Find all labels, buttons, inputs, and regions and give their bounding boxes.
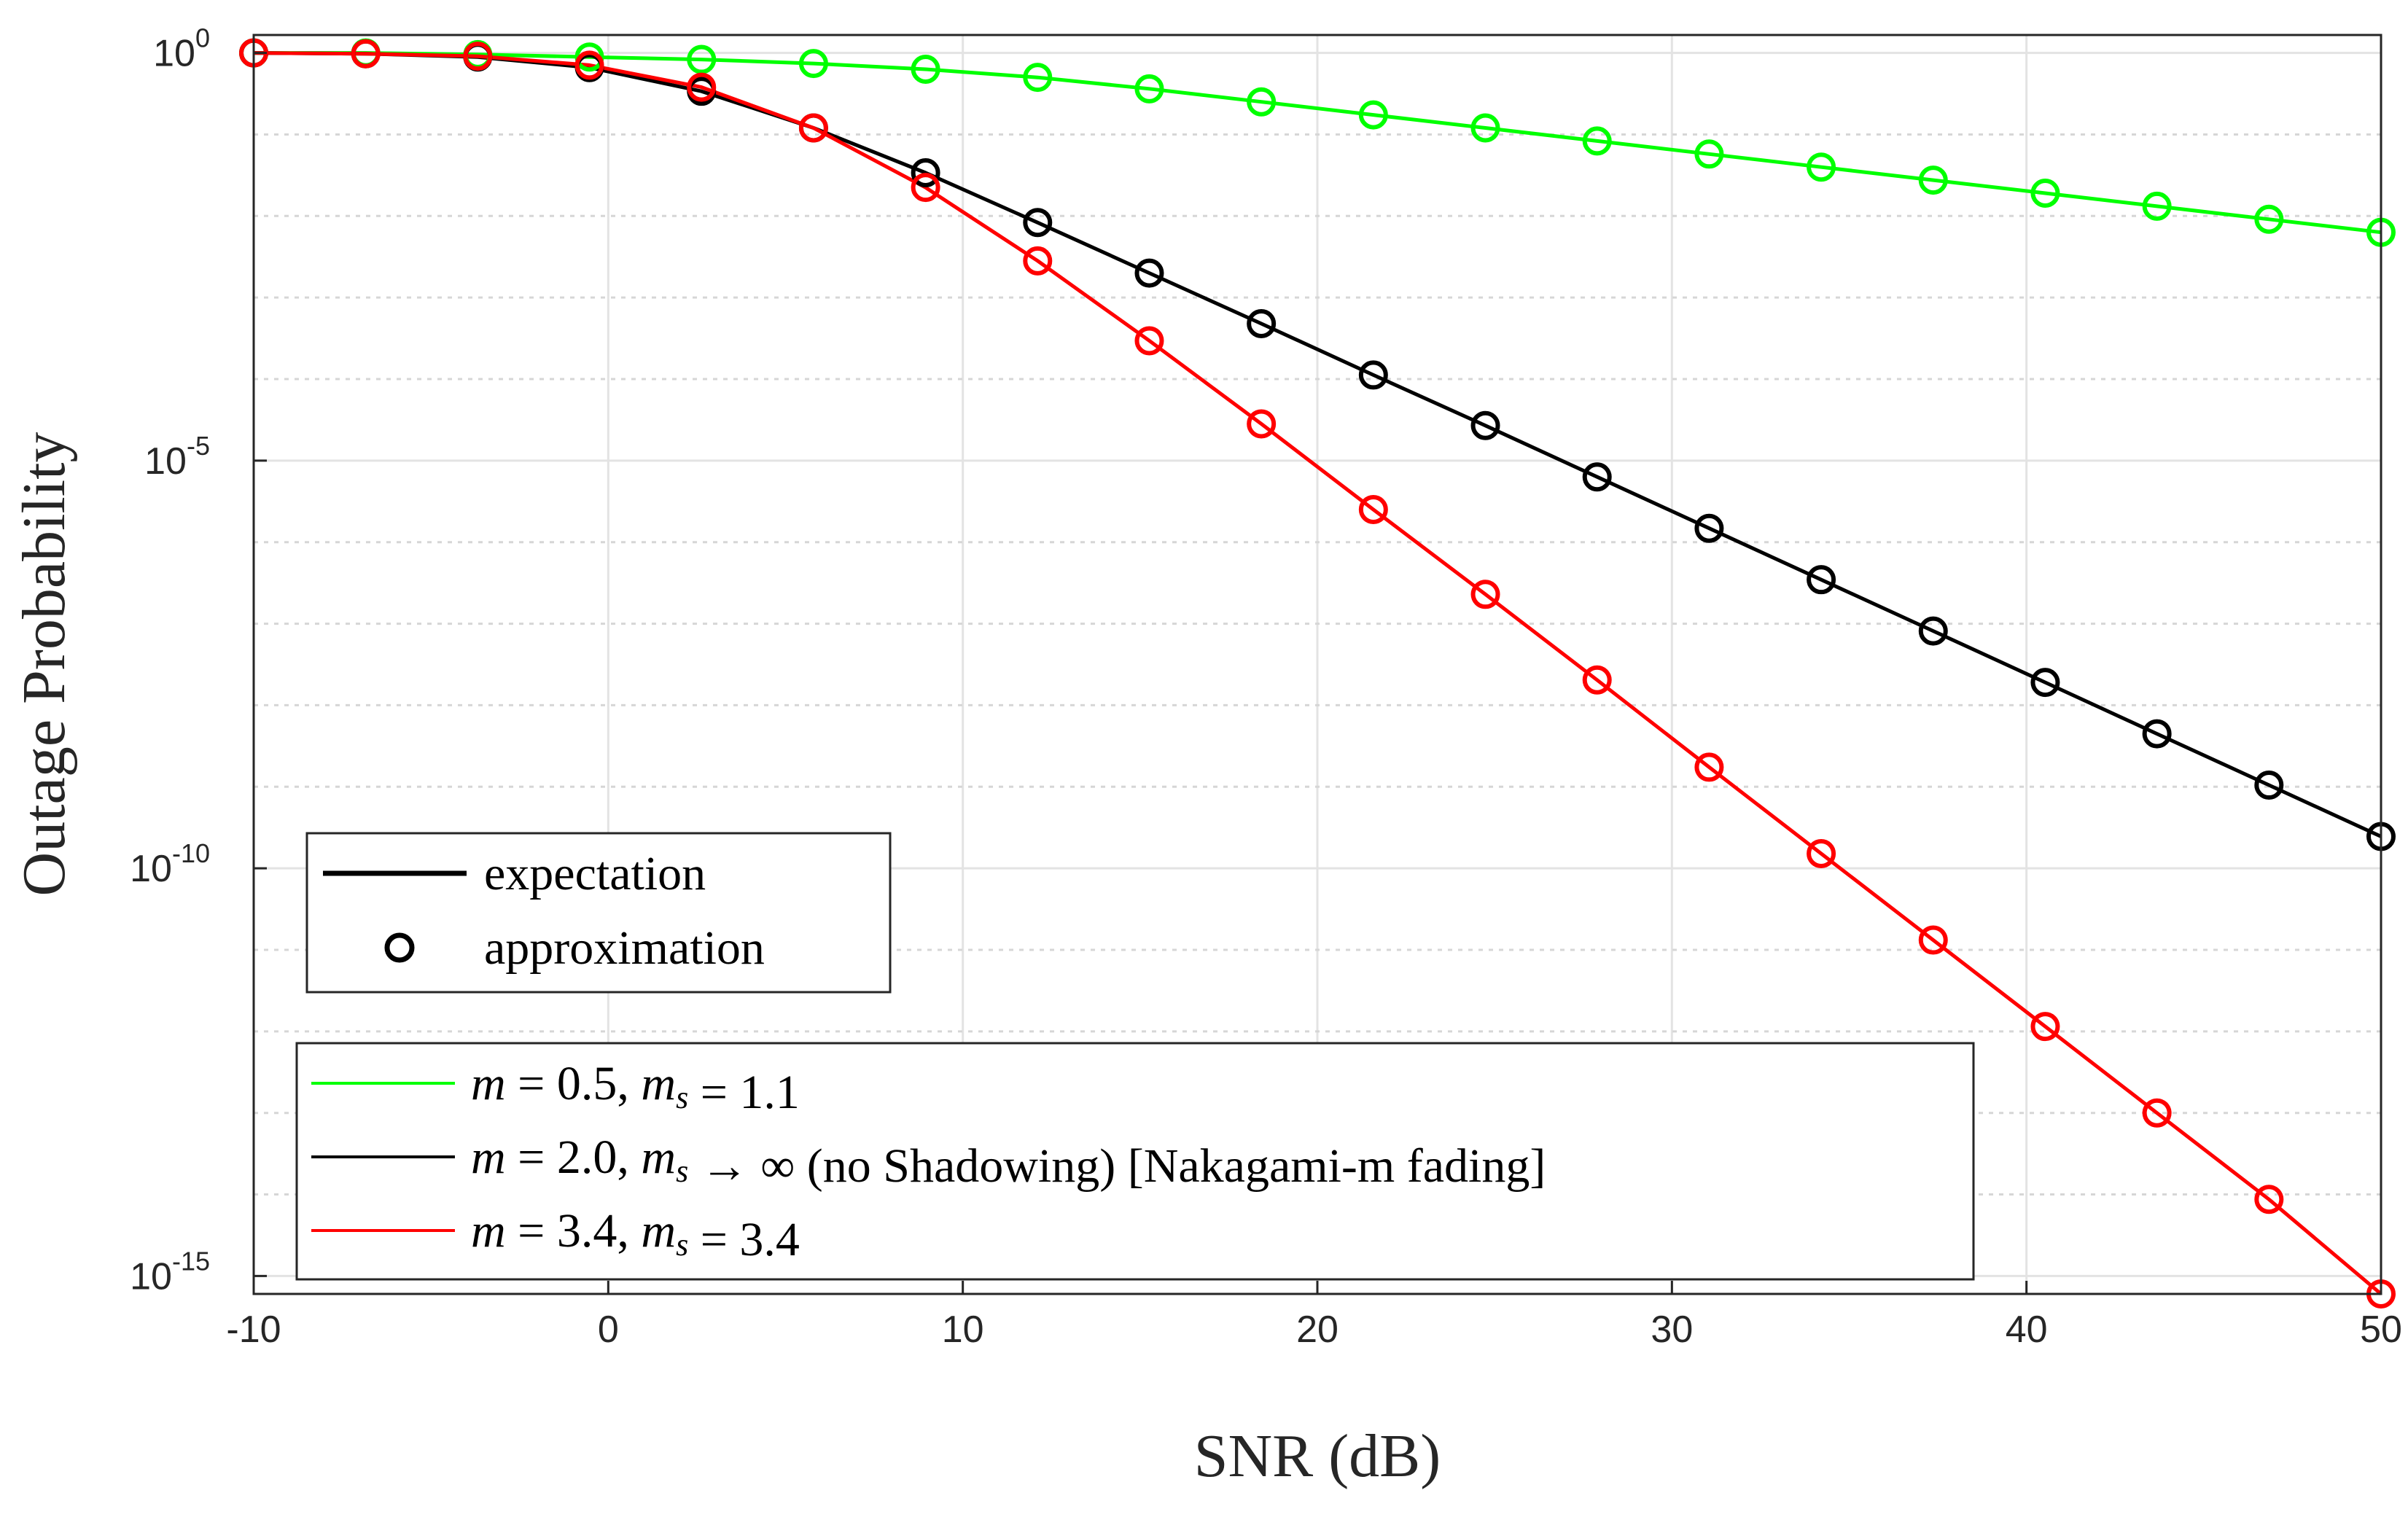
style-legend-box [305,832,892,994]
series-2-marker [1807,565,1836,595]
series-lines [253,51,2382,1295]
series-legend-box [295,1042,1975,1281]
series-3-marker [687,72,717,102]
series-2-marker [1470,410,1500,440]
series-1-marker [1134,74,1164,104]
series-line-1 [254,51,2382,235]
series-2-marker [911,158,940,188]
x-tick-label: 30 [1651,1309,1693,1351]
series-3-marker [2030,1012,2060,1042]
series-2-marker [2142,719,2172,749]
x-tick-label: 0 [598,1309,619,1351]
legend-label-expectation: expectation [484,847,706,900]
x-tick-label: 10 [942,1309,984,1351]
series-3-marker [2254,1185,2284,1214]
x-axis-title: SNR (dB) [1194,1422,1441,1490]
series-3-marker [351,39,381,69]
series-line-3 [253,51,2382,1295]
y-tick-label: 10-5 [144,431,210,483]
series-2-marker [1247,308,1277,338]
series-line-2 [253,51,2382,838]
series-3-marker [463,42,493,71]
series-3-marker [1582,665,1612,695]
legend-marker-swatch [384,932,415,963]
series-1-marker [1470,113,1500,143]
series-3-marker [798,113,828,143]
series-1-marker [1023,63,1053,93]
series-1-marker [2254,204,2284,234]
y-axis-title: Outage Probability [10,432,78,897]
series-legend: m = 0.5, ms = 1.1 m = 2.0, ms → ∞ (no Sha… [295,1042,1975,1281]
series-3-marker [574,50,604,80]
series-2-marker [1582,462,1612,492]
series-2-marker [2254,771,2284,800]
series-3-marker [2142,1098,2172,1128]
series-1-marker [687,44,717,74]
series-3-marker [1134,326,1164,356]
y-tick-labels: 100 10-5 10-10 10-15 [130,23,267,1298]
x-tick-label: 40 [2006,1309,2048,1351]
series-3-marker [1807,838,1836,868]
series-3-marker [1694,752,1724,782]
series-2-marker [1918,616,1948,646]
series-1-marker [1358,100,1388,130]
series-3-marker [1247,409,1277,439]
series-1-marker [2142,191,2172,221]
x-tick-label: 20 [1296,1309,1339,1351]
legend-label-approximation: approximation [484,921,765,975]
x-tick-label: 50 [2360,1309,2402,1351]
x-tick-labels: -10 0 10 20 30 40 50 [226,1281,2402,1351]
series-1-marker [1694,139,1724,169]
series-1-marker [1582,126,1612,156]
legend-label-series-3: m = 3.4, ms = 3.4 [471,1204,800,1266]
series-2-marker [1358,360,1388,390]
series-1-marker [1807,152,1836,182]
series-2-marker [1694,513,1724,543]
style-legend: expectation approximation [305,832,892,994]
series-3-marker [911,173,940,203]
series-3-marker [1358,494,1388,524]
series-1-marker [1247,87,1277,117]
series-2-marker [1134,258,1164,288]
legend-label-series-1: m = 0.5, ms = 1.1 [471,1057,800,1119]
series-2-marker [1023,208,1053,238]
series-2-marker [2030,668,2060,698]
series-3-marker [1023,246,1053,276]
y-tick-label: 10-15 [130,1246,210,1298]
series-3-marker [1470,580,1500,609]
legend-label-series-2: m = 2.0, ms → ∞ (no Shadowing) [Nakagami… [471,1131,1546,1193]
series-legend-rows: m = 0.5, ms = 1.1 m = 2.0, ms → ∞ (no Sha… [311,1057,1546,1266]
series-1-marker [2030,178,2060,208]
series-3-marker [1918,925,1948,955]
y-tick-label: 10-10 [130,838,210,890]
series-1-marker [1918,165,1948,195]
series-1-marker [798,49,828,79]
y-tick-label: 100 [153,23,210,75]
series-1-marker [911,54,940,84]
series-1-marker [574,42,604,72]
x-tick-label: -10 [226,1309,281,1351]
